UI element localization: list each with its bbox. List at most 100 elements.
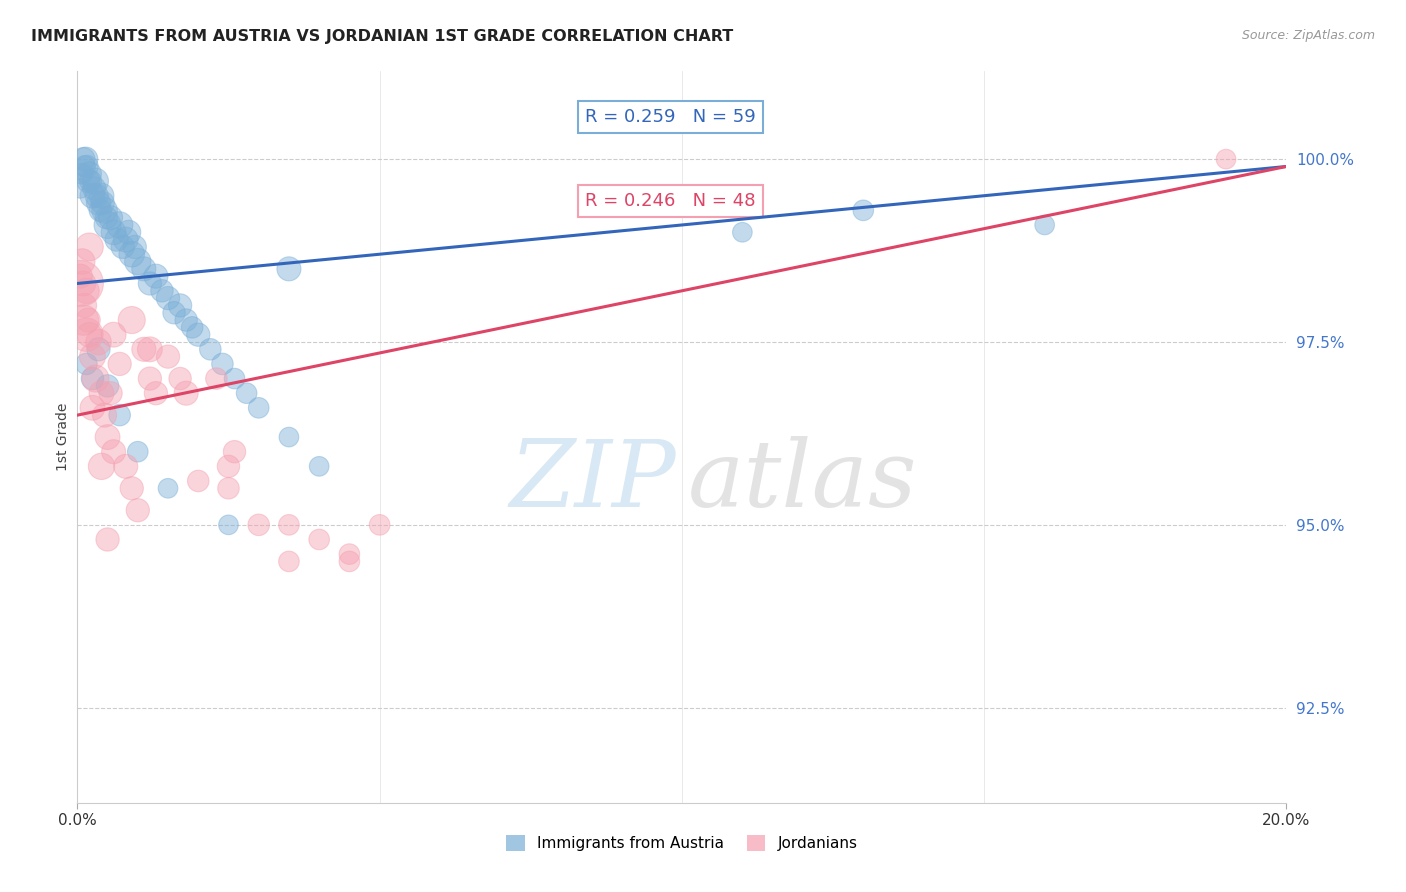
Point xyxy=(308,459,330,474)
Point xyxy=(111,240,134,254)
Point xyxy=(72,152,94,166)
Point xyxy=(127,444,149,458)
Point xyxy=(157,481,180,495)
Point xyxy=(339,547,360,561)
Point xyxy=(163,306,186,320)
Point xyxy=(108,357,131,371)
Point xyxy=(247,517,270,532)
Point xyxy=(108,218,131,232)
Point xyxy=(278,430,301,444)
Point xyxy=(1215,152,1237,166)
Point xyxy=(218,517,240,532)
Point xyxy=(224,444,246,458)
Point xyxy=(73,298,96,312)
Point xyxy=(70,167,93,181)
Point xyxy=(87,343,110,357)
Point xyxy=(187,474,209,488)
Point xyxy=(127,254,149,268)
Point xyxy=(145,269,167,284)
Point xyxy=(139,343,162,357)
Point xyxy=(200,343,222,357)
Point xyxy=(87,196,110,211)
Point xyxy=(247,401,270,415)
Point xyxy=(218,459,240,474)
Point xyxy=(278,554,301,568)
Point xyxy=(139,277,162,291)
Point xyxy=(368,517,391,532)
Point xyxy=(75,152,97,166)
Point xyxy=(69,181,91,195)
Point xyxy=(72,277,94,291)
Point xyxy=(77,174,100,188)
Point xyxy=(169,298,191,312)
Point xyxy=(139,371,162,385)
Point xyxy=(76,160,98,174)
Point xyxy=(157,350,180,364)
Point xyxy=(96,211,118,225)
Point xyxy=(121,481,143,495)
Point xyxy=(79,167,101,181)
Point xyxy=(235,386,257,401)
Point xyxy=(157,291,180,305)
Point xyxy=(174,313,197,327)
Point xyxy=(96,533,118,547)
Point xyxy=(181,320,204,334)
Point xyxy=(118,225,141,239)
Point xyxy=(79,174,101,188)
Point xyxy=(145,386,167,401)
Point xyxy=(132,343,155,357)
Point xyxy=(89,203,111,218)
Text: R = 0.246   N = 48: R = 0.246 N = 48 xyxy=(585,192,755,210)
Point xyxy=(169,371,191,385)
Point xyxy=(86,188,108,202)
Point xyxy=(82,401,104,415)
Point xyxy=(103,225,125,239)
Point xyxy=(84,174,107,188)
Point xyxy=(205,371,228,385)
Point xyxy=(218,481,240,495)
Point xyxy=(278,517,301,532)
Point xyxy=(124,240,146,254)
Point xyxy=(108,408,131,422)
Point xyxy=(77,313,100,327)
Point xyxy=(83,181,105,195)
Point xyxy=(339,554,360,568)
Point xyxy=(1033,218,1056,232)
Point xyxy=(308,533,330,547)
Point xyxy=(93,203,115,218)
Legend: Immigrants from Austria, Jordanians: Immigrants from Austria, Jordanians xyxy=(501,830,863,857)
Point xyxy=(211,357,233,371)
Point xyxy=(90,188,112,202)
Point xyxy=(82,371,104,385)
Point xyxy=(84,371,107,385)
Point xyxy=(87,334,110,349)
Point xyxy=(90,386,112,401)
Point xyxy=(90,459,112,474)
Text: Source: ZipAtlas.com: Source: ZipAtlas.com xyxy=(1241,29,1375,42)
Point xyxy=(96,430,118,444)
Point xyxy=(93,408,115,422)
Point xyxy=(114,233,136,247)
Point xyxy=(79,240,101,254)
Point xyxy=(100,386,122,401)
Point xyxy=(91,196,114,211)
Text: atlas: atlas xyxy=(688,436,918,526)
Point xyxy=(103,444,125,458)
Point xyxy=(121,313,143,327)
Point xyxy=(121,247,143,261)
Point xyxy=(731,225,754,239)
Point xyxy=(100,211,122,225)
Point xyxy=(79,327,101,342)
Point xyxy=(96,218,118,232)
Point xyxy=(278,261,301,276)
Point xyxy=(75,357,97,371)
Point xyxy=(73,160,96,174)
Point xyxy=(72,313,94,327)
Point xyxy=(82,350,104,364)
Point xyxy=(96,379,118,393)
Text: ZIP: ZIP xyxy=(509,436,676,526)
Point xyxy=(132,261,155,276)
Point xyxy=(75,284,97,298)
Point xyxy=(114,459,136,474)
Text: IMMIGRANTS FROM AUSTRIA VS JORDANIAN 1ST GRADE CORRELATION CHART: IMMIGRANTS FROM AUSTRIA VS JORDANIAN 1ST… xyxy=(31,29,733,44)
